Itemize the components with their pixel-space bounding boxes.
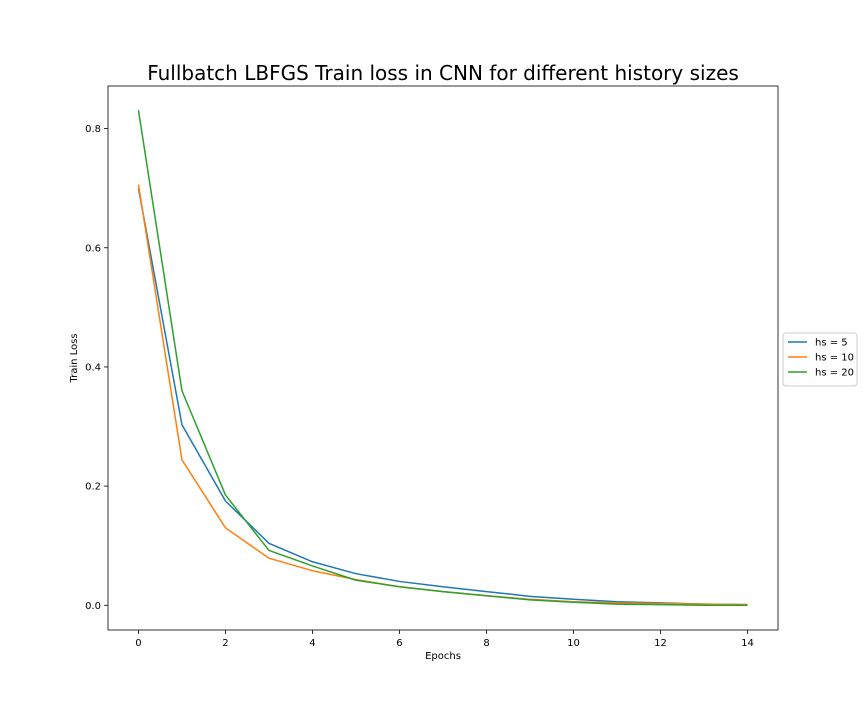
y-tick-label: 0.6: [85, 243, 101, 254]
axis-ticks: 0 2 4 6 8 10 12 14 0.0 0.2 0.4 0.6 0.8: [85, 124, 754, 649]
x-tick-label: 8: [483, 638, 489, 649]
y-tick-label: 0.8: [85, 124, 101, 135]
y-tick-label: 0.0: [85, 601, 101, 612]
x-tick-label: 2: [222, 638, 228, 649]
series-line-1: [137, 188, 748, 606]
x-tick-label: 10: [567, 638, 580, 649]
x-tick-label: 0: [135, 638, 141, 649]
x-axis-label: Epochs: [425, 651, 461, 662]
x-tick-label: 4: [309, 638, 315, 649]
x-tick-label: 14: [741, 638, 754, 649]
axes-frame: [107, 85, 779, 631]
y-tick-label: 0.2: [85, 482, 101, 493]
legend-label: hs = 20: [815, 368, 854, 379]
y-tick-label: 0.4: [85, 362, 101, 373]
x-tick-label: 12: [654, 638, 667, 649]
plot-area: [107, 85, 779, 631]
legend-label: hs = 5: [815, 338, 848, 349]
legend-label: hs = 10: [815, 353, 854, 364]
y-axis-label: Train Loss: [69, 333, 80, 383]
chart-title: Fullbatch LBFGS Train loss in CNN for di…: [147, 61, 739, 85]
x-tick-label: 6: [396, 638, 402, 649]
series-line-3: [137, 110, 748, 607]
legend: hs = 5 hs = 10 hs = 20: [782, 332, 858, 387]
series-line-2: [137, 184, 748, 606]
